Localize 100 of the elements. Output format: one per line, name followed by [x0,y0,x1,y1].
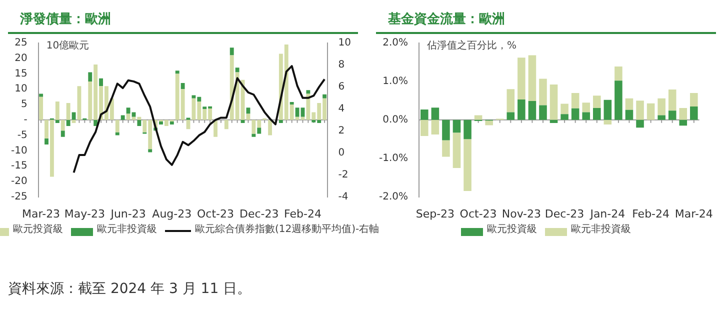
bar [679,108,688,120]
bar [66,102,70,120]
x-tick-label: Jan-24 [589,207,626,220]
y-tick-label: -15 [10,160,28,172]
x-tick-label: Dec-23 [544,207,584,220]
chart-title: 基金資金流量：歐洲 [376,8,716,34]
bar [474,115,482,120]
bar [115,120,120,132]
bar [528,55,536,102]
bar [592,96,601,108]
bar [290,102,294,105]
bar [560,114,568,120]
bar [636,120,644,128]
bar [614,66,622,81]
x-tick-label: Sep-23 [416,207,455,220]
bar [39,96,44,120]
y2-tick-label: 8 [338,60,345,71]
bar [137,120,142,126]
bar [257,128,262,134]
x-tick-label: Feb-24 [284,207,322,220]
bar [306,90,310,94]
bar [539,105,547,120]
legend-label: 歐元投資級 [487,224,537,236]
bar [636,100,644,120]
bar [175,70,180,74]
bar [646,103,655,120]
legend-label: 歐元綜合債券指數(12週移動平均值)-右軸 [194,224,380,235]
bar [604,120,612,125]
bar [690,92,698,106]
bar [252,134,256,137]
y-tick-label: 10 [14,84,28,95]
bar [72,112,76,120]
bar [528,101,536,120]
bar [571,108,580,120]
y-tick-label: 0.0% [382,114,408,126]
y2-tick-label: -2 [338,169,348,180]
y-tick-label: -2.0% [379,191,408,202]
bar [658,115,666,120]
bar [246,114,250,120]
chart-title: 淨發債量：歐洲 [8,8,358,34]
x-tick-label: Oct-23 [460,207,497,220]
bar [464,120,472,140]
y-tick-label: 5 [20,99,28,110]
bar [614,80,622,120]
bar [506,89,515,112]
bar [115,132,120,136]
bar [452,120,461,133]
bar [214,120,218,137]
y-tick-label: -1.0% [379,152,408,164]
bar [582,112,590,120]
y-tick-label: 2.0% [382,38,408,49]
bar [518,58,526,100]
bar [604,100,612,120]
y-tick-label: -25 [10,191,28,202]
y-tick-label: -5 [17,130,28,141]
y2-tick-label: -4 [338,191,348,202]
x-tick-label: Feb-24 [632,207,670,220]
y-tick-label: 15 [14,68,28,80]
bar [99,78,103,86]
x-tick-label: Oct-23 [197,207,234,220]
bar [230,48,234,56]
y-tick-label: 1.0% [382,76,408,88]
bar [60,120,65,131]
bar [442,120,450,140]
y-tick-label: 20 [14,52,28,64]
bar [88,72,92,82]
bar [180,82,185,90]
bar [464,139,472,192]
bar [66,120,70,126]
bar [39,94,44,97]
y2-tick-label: 4 [338,104,345,115]
bar [224,120,228,130]
bar [268,120,272,136]
y-axis-title: 10億歐元 [46,40,90,52]
y2-tick-label: 6 [338,82,345,93]
bar [420,120,428,136]
x-tick-label: Dec-23 [239,207,279,220]
bar [120,115,125,120]
bar [431,120,440,135]
bar [550,120,558,123]
legend-label: 歐元投資級 [12,224,63,236]
bar [322,94,327,98]
bar [592,108,601,120]
bar [668,90,676,111]
source-note: 資料來源：截至 2024 年 3 月 11 日。 [8,280,252,298]
x-tick-label: Mar-23 [22,207,60,220]
y-axis-title: 佔淨值之百分比，% [426,40,517,52]
bar [582,102,590,112]
legend-label: 歐元非投資級 [96,224,157,236]
x-tick-label: Aug-23 [152,207,192,220]
bar [518,100,526,120]
y-tick-label: -20 [10,176,28,188]
legend-label: 歐元非投資級 [571,224,631,236]
y-tick-label: - [24,114,28,126]
bar [506,112,515,120]
y2-tick-label: 10 [338,38,352,49]
bar [658,98,666,116]
bar [44,138,48,145]
bar [94,120,98,126]
x-tick-label: May-23 [64,207,105,220]
